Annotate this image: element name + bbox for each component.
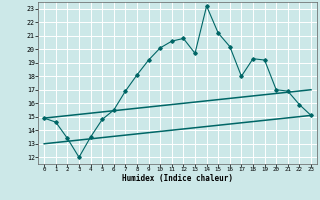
X-axis label: Humidex (Indice chaleur): Humidex (Indice chaleur) bbox=[122, 174, 233, 183]
